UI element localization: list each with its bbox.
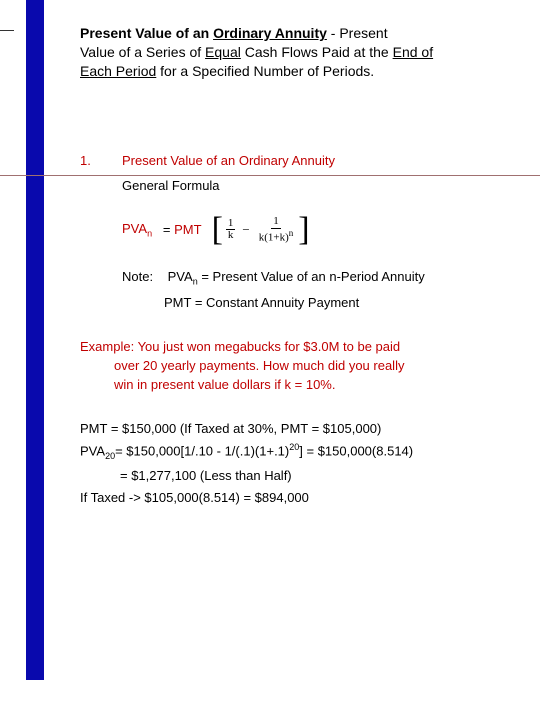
frac1-bot: k [226,230,236,242]
formula-bracket-expr: [ 1 k − 1 k(1+k)n ] [212,215,310,246]
formula: PVAn = PMT [ 1 k − 1 [122,215,520,246]
formula-pva: PVA [122,221,147,236]
title-line2-ul1: Equal [205,44,241,60]
calc-l2a: PVA [80,444,105,459]
calc-l1: PMT = $150,000 (If Taxed at 30%, PMT = $… [80,418,520,440]
title-line2-ul2: End of [393,44,433,60]
title-line2b: Cash Flows Paid at the [241,44,393,60]
example-lead: Example: You just won megabucks for $3.0… [80,339,400,354]
title-main: Present Value of an Ordinary Annuity [80,25,331,41]
example-block: Example: You just won megabucks for $3.0… [80,338,520,395]
calc-l2-sub: 20 [105,451,115,461]
note-line2: PMT = Constant Annuity Payment [164,295,520,310]
formula-lhs: PVAn [122,221,152,239]
formula-eq: = [152,222,170,237]
example-l3: win in present value dollars if k = 10%. [114,376,512,395]
calc-block: PMT = $150,000 (If Taxed at 30%, PMT = $… [80,418,520,509]
title-line3-ul: Each Period [80,63,156,79]
section-number: 1. [80,153,122,310]
section-1: 1. Present Value of an Ordinary Annuity … [80,153,520,509]
left-bracket: [ [212,215,223,246]
frac-1: 1 k [226,218,236,242]
title-part1: Present Value of an [80,25,213,41]
frac2-bot-sup: n [289,228,294,238]
general-formula-label: General Formula [122,178,520,193]
calc-l2c: ] = $150,000(8.514) [299,444,413,459]
frac2-top: 1 [271,216,281,229]
note-line1b: = Present Value of an n-Period Annuity [198,269,425,284]
calc-l2b: = $150,000[1/.10 - 1/(.1)(1+.1) [115,444,289,459]
calc-l4: If Taxed -> $105,000(8.514) = $894,000 [80,487,520,509]
title-suffix: - Present [331,25,388,41]
title-block: Present Value of an Ordinary Annuity - P… [80,24,520,81]
right-bracket: ] [298,215,309,246]
frac2-bot-a: k(1+k) [259,231,289,243]
note-pva: PVA [168,269,193,284]
calc-l3: = $1,277,100 (Less than Half) [120,465,520,487]
calc-l2: PVA20= $150,000[1/.10 - 1/(.1)(1+.1)20] … [80,440,520,464]
title-underline: Ordinary Annuity [213,25,327,41]
section-body: Present Value of an Ordinary Annuity Gen… [122,153,520,310]
slide-content: Present Value of an Ordinary Annuity - P… [80,24,520,509]
note-line1: PVAn = Present Value of an n-Period Annu… [168,269,425,284]
blue-sidebar [26,0,44,680]
calc-l2-sup: 20 [289,442,299,452]
example-l2: over 20 yearly payments. How much did yo… [114,357,512,376]
note-label: Note: [122,269,164,284]
section-heading: Present Value of an Ordinary Annuity [122,153,520,168]
title-line3b: for a Specified Number of Periods. [156,63,374,79]
frac2-bot: k(1+k)n [257,229,296,244]
note-block: Note: PVAn = Present Value of an n-Perio… [122,269,520,310]
frac-2: 1 k(1+k)n [257,216,296,244]
title-line2a: Value of a Series of [80,44,205,60]
formula-pmt: PMT [171,222,202,237]
top-dash-decoration [0,30,14,31]
minus-sign: − [242,222,249,238]
